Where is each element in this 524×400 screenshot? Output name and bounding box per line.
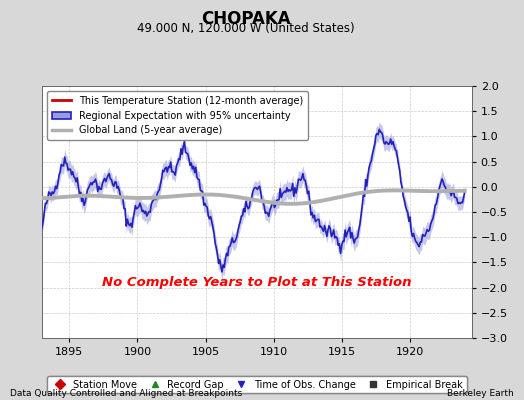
Legend: Station Move, Record Gap, Time of Obs. Change, Empirical Break: Station Move, Record Gap, Time of Obs. C… [47,376,467,393]
Text: Berkeley Earth: Berkeley Earth [447,389,514,398]
Text: 49.000 N, 120.000 W (United States): 49.000 N, 120.000 W (United States) [137,22,355,35]
Text: CHOPAKA: CHOPAKA [201,10,291,28]
Text: Data Quality Controlled and Aligned at Breakpoints: Data Quality Controlled and Aligned at B… [10,389,243,398]
Text: No Complete Years to Plot at This Station: No Complete Years to Plot at This Statio… [102,276,411,289]
